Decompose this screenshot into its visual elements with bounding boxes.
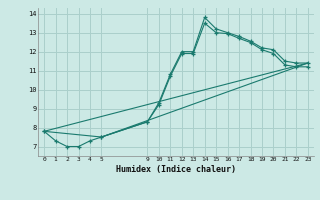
X-axis label: Humidex (Indice chaleur): Humidex (Indice chaleur) xyxy=(116,165,236,174)
